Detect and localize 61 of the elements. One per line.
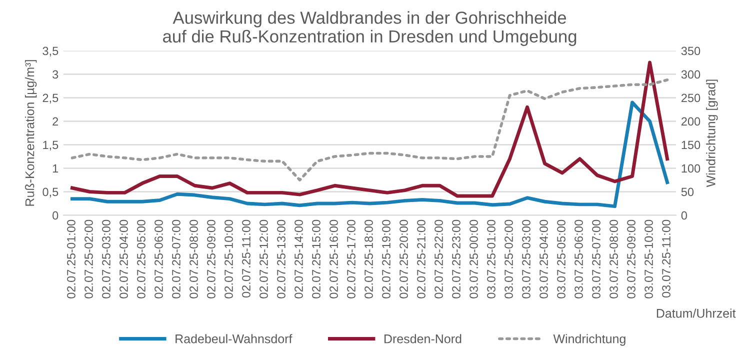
chart-title: Auswirkung des Waldbrandes in der Gohrischheide auf die Ruß-Konzentration in Dresden und Umgebung [163, 11, 576, 46]
x-tick-label: 03.07.25-11:00 [662, 220, 670, 298]
x-tick-label: 02.07.25-07:00 [172, 220, 180, 298]
line-series [70, 78, 669, 182]
x-tick-label: 03.07.25-10:00 [644, 220, 653, 298]
x-tick-label: 02.07.25-12:00 [260, 220, 268, 298]
y2-tick-label: 0 [681, 211, 687, 220]
line-series [70, 100, 670, 208]
y-tick-label: 3 [52, 70, 58, 79]
y-tick-label: 2,5 [42, 94, 58, 104]
legend-label: Radebeul-Wahnsdorf [176, 334, 292, 344]
x-axis-title: Datum/Uhrzeit [656, 308, 736, 318]
legend-label: Windrichtung [553, 334, 626, 346]
legend-label: Dresden-Nord [384, 334, 462, 344]
x-tick-label: 02.07.25-09:00 [207, 220, 216, 298]
y2-axis-title: Windrichtung [grad] [706, 80, 718, 188]
y2-tick-label: 300 [681, 70, 700, 79]
x-tick-label: 02.07.25-23:00 [452, 220, 460, 298]
x-tick-label: 02.07.25-04:00 [120, 220, 128, 298]
y-tick-label: 0 [52, 211, 58, 220]
x-tick-label: 02.07.25-17:00 [347, 220, 356, 298]
x-tick-label: 03.07.25-09:00 [627, 220, 636, 298]
x-tick-label: 03.07.25-00:00 [470, 220, 478, 298]
x-tick-label: 03.07.25-05:00 [557, 220, 566, 298]
y-tick-label: 1 [52, 164, 58, 173]
y2-tick-label: 150 [682, 140, 700, 150]
y2-tick-label: 50 [681, 188, 694, 196]
line-series [70, 60, 670, 198]
x-tick-label: 03.07.25-08:00 [610, 220, 618, 298]
y-tick-label: 1,5 [43, 140, 58, 151]
x-tick-label: 02.07.25-11:00 [242, 220, 250, 298]
y-tick-label: 3,5 [42, 46, 58, 57]
x-tick-label: 02.07.25-21:00 [417, 220, 426, 298]
x-tick-label: 02.07.25-16:00 [330, 220, 338, 298]
x-tick-label: 03.07.25-03:00 [522, 220, 530, 298]
y-tick-label: 2 [52, 117, 58, 126]
x-tick-label: 03.07.25-04:00 [540, 220, 548, 298]
x-tick-label: 02.07.25-05:00 [137, 220, 146, 298]
x-tick-label: 03.07.25-02:00 [504, 220, 513, 298]
x-tick-label: 02.07.25-01:00 [67, 220, 76, 298]
x-tick-label: 03.07.25-01:00 [487, 220, 496, 298]
y2-tick-label: 350 [681, 46, 700, 56]
x-tick-label: 02.07.25-14:00 [294, 220, 303, 298]
x-tick-label: 02.07.25-18:00 [364, 220, 373, 298]
x-tick-label: 02.07.25-03:00 [102, 220, 110, 298]
y2-tick-label: 200 [681, 117, 700, 126]
y-axis-title: Ruß-Konzentration [µg/m³] [25, 60, 37, 206]
x-tick-label: 02.07.25-02:00 [84, 220, 93, 298]
x-tick-label: 02.07.25-22:00 [434, 220, 443, 298]
x-tick-label: 03.07.25-06:00 [574, 220, 583, 298]
x-tick-label: 02.07.25-10:00 [224, 220, 233, 298]
x-tick-label: 02.07.25-15:00 [312, 220, 320, 298]
x-tick-label: 02.07.25-20:00 [400, 220, 408, 298]
y-tick-label: 0,5 [42, 188, 58, 198]
x-tick-label: 02.07.25-08:00 [190, 220, 198, 298]
x-tick-label: 03.07.25-07:00 [592, 220, 600, 298]
x-tick-label: 02.07.25-19:00 [382, 220, 390, 298]
y2-tick-label: 100 [682, 164, 700, 173]
x-tick-label: 02.07.25-06:00 [154, 220, 163, 298]
y2-tick-label: 250 [681, 94, 700, 102]
x-tick-label: 02.07.25-13:00 [277, 220, 286, 298]
